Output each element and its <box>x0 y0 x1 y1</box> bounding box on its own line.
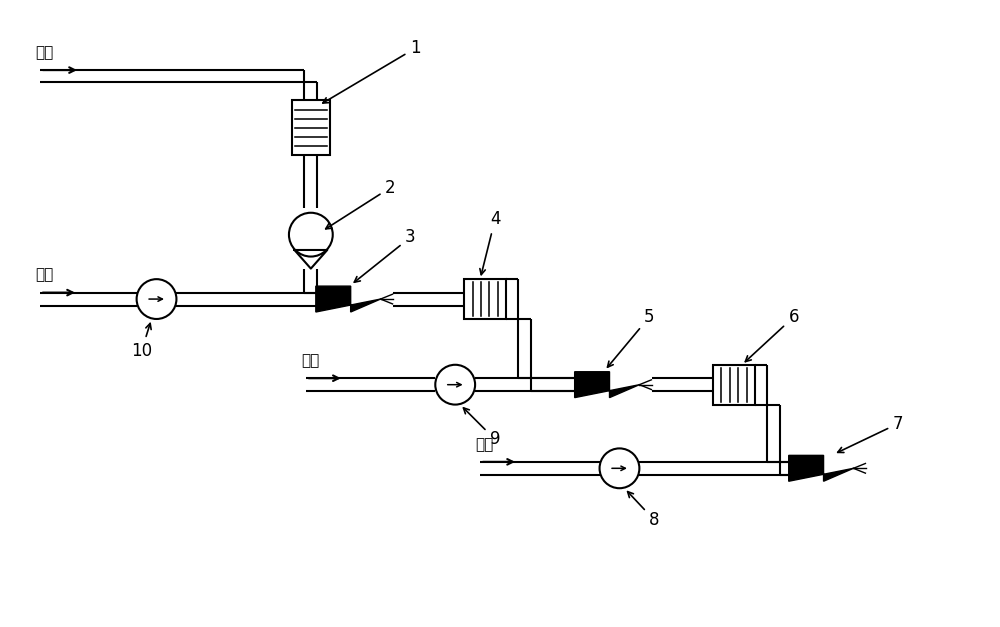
Text: 7: 7 <box>838 414 903 453</box>
Polygon shape <box>789 455 853 482</box>
Text: 8: 8 <box>628 492 660 529</box>
Bar <box>464 279 506 319</box>
Polygon shape <box>575 372 639 398</box>
Text: 6: 6 <box>745 308 799 362</box>
Text: 5: 5 <box>608 308 655 367</box>
Polygon shape <box>316 286 381 312</box>
Text: 气体: 气体 <box>475 437 493 452</box>
Text: 气体: 气体 <box>301 353 319 368</box>
Bar <box>292 100 330 155</box>
Text: 4: 4 <box>480 211 500 275</box>
Bar <box>713 365 755 404</box>
Text: 1: 1 <box>323 39 421 103</box>
Text: 10: 10 <box>131 324 152 360</box>
Text: 液体: 液体 <box>35 45 53 60</box>
Text: 9: 9 <box>463 408 500 448</box>
Text: 2: 2 <box>326 179 396 229</box>
Text: 3: 3 <box>354 228 416 282</box>
Text: 气体: 气体 <box>35 268 53 283</box>
